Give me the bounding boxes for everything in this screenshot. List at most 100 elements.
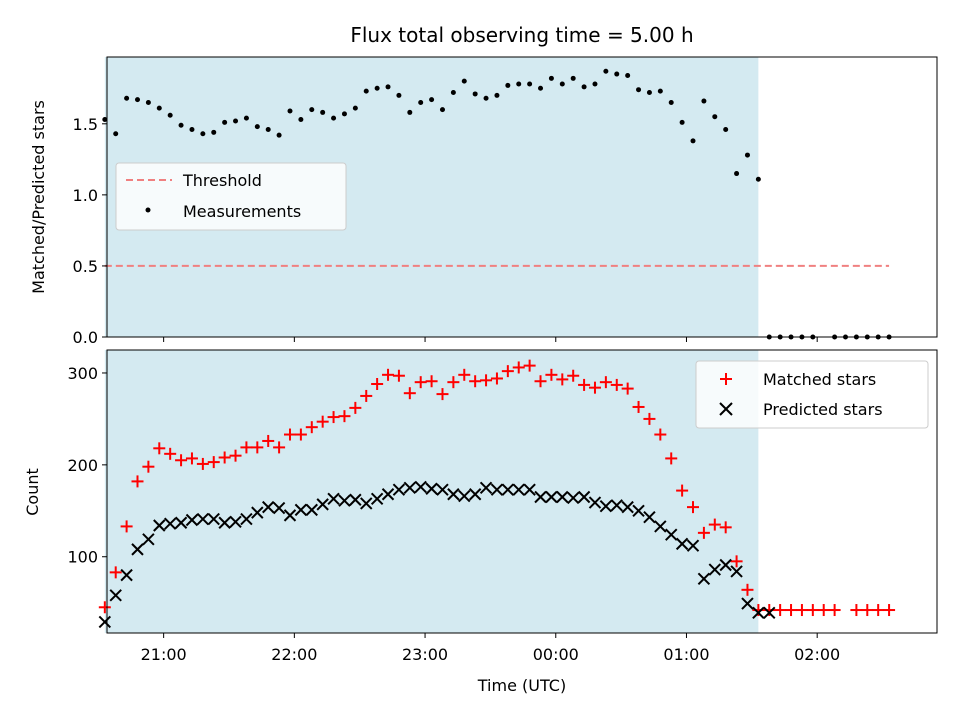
predicted-stars-point bbox=[316, 498, 329, 511]
measurements-point bbox=[625, 72, 631, 78]
measurements-legend-label: Measurements bbox=[183, 202, 301, 221]
measurements-point bbox=[559, 81, 565, 87]
measurements-point bbox=[450, 90, 456, 96]
predicted-stars-point bbox=[142, 533, 155, 546]
threshold-legend-label: Threshold bbox=[182, 171, 262, 190]
predicted-stars-point bbox=[556, 490, 569, 504]
top-legend-box bbox=[115, 162, 347, 231]
measurements-point bbox=[548, 75, 554, 81]
measurements-point bbox=[363, 88, 369, 94]
predicted-stars-point bbox=[654, 520, 667, 533]
measurements-point bbox=[592, 81, 598, 87]
measurements-point bbox=[167, 112, 173, 118]
measurements-point bbox=[429, 97, 435, 103]
predicted-stars-point bbox=[665, 528, 678, 541]
matched-stars-point bbox=[523, 359, 536, 372]
measurements-point bbox=[200, 131, 206, 137]
measurements-point bbox=[614, 71, 620, 77]
predicted-stars-point bbox=[381, 488, 395, 501]
matched-stars-point bbox=[708, 518, 721, 531]
measurements-point bbox=[734, 171, 740, 177]
predicted-stars-point bbox=[153, 519, 166, 532]
matched-stars-point bbox=[425, 375, 438, 388]
matched-stars-point bbox=[153, 442, 166, 455]
measurements-point bbox=[233, 118, 239, 124]
matched-stars-point bbox=[883, 604, 896, 617]
predicted-stars-legend-label: Predicted stars bbox=[763, 400, 883, 419]
matched-stars-point bbox=[98, 601, 111, 614]
measurements-point bbox=[636, 87, 642, 93]
matched-stars-point bbox=[697, 526, 710, 539]
predicted-stars-point bbox=[414, 480, 427, 494]
measurements-point bbox=[570, 75, 576, 81]
x-tick-label: 21:00 bbox=[141, 645, 187, 664]
predicted-stars-point bbox=[752, 606, 765, 619]
matched-stars-point bbox=[436, 388, 449, 401]
predicted-stars-point bbox=[447, 488, 460, 501]
measurements-point bbox=[679, 119, 685, 125]
matched-stars-point bbox=[458, 368, 471, 381]
predicted-stars-point bbox=[643, 511, 656, 524]
matched-stars-point bbox=[599, 376, 612, 389]
matched-stars-point bbox=[578, 378, 591, 391]
bottom-y-ticks: 100 200 300 bbox=[67, 364, 107, 567]
measurements-point bbox=[418, 99, 424, 105]
matched-stars-point bbox=[730, 555, 743, 568]
predicted-stars-point bbox=[523, 483, 536, 496]
top-panel: 0.0 0.5 1.0 1.5 Matched/Predicted stars Thr… bbox=[29, 56, 938, 347]
matched-stars-point bbox=[795, 604, 808, 617]
measurements-point bbox=[472, 91, 478, 97]
measurements-point bbox=[646, 90, 652, 96]
predicted-stars-point bbox=[305, 503, 318, 517]
measurements-point bbox=[385, 84, 391, 90]
top-legend: Threshold Measurements bbox=[115, 162, 347, 231]
predicted-stars-point bbox=[251, 506, 264, 519]
measurements-point bbox=[222, 119, 228, 125]
matched-stars-point bbox=[229, 449, 242, 462]
predicted-stars-point bbox=[599, 499, 613, 513]
top-axes-frame bbox=[106, 56, 938, 338]
predicted-stars-point bbox=[479, 481, 493, 495]
predicted-stars-point bbox=[207, 512, 220, 526]
bottom-y-axis-label: Count bbox=[23, 468, 42, 516]
x-tick-label: 00:00 bbox=[533, 645, 579, 664]
measurements-point bbox=[755, 176, 761, 182]
predicted-stars-legend-swatch bbox=[719, 402, 733, 416]
measurements-point bbox=[603, 68, 609, 74]
matched-stars-point bbox=[349, 401, 362, 414]
measurements-point bbox=[538, 85, 544, 91]
measurements-point bbox=[178, 122, 184, 128]
predicted-stars-point bbox=[360, 497, 373, 510]
matched-stars-point bbox=[196, 457, 209, 470]
measurements-point bbox=[189, 126, 195, 132]
matched-stars-point bbox=[403, 387, 416, 400]
y-tick-label: 200 bbox=[67, 456, 98, 475]
predicted-stars-point bbox=[534, 490, 547, 504]
y-tick-label: 0.5 bbox=[73, 257, 98, 276]
measurements-point bbox=[657, 88, 663, 94]
matched-stars-point bbox=[872, 604, 885, 617]
bottom-panel: 100 200 300 21:00 22:00 23:00 00:00 01:00 02:00… bbox=[23, 349, 938, 664]
measurements-point bbox=[581, 84, 587, 90]
predicted-stars-point bbox=[163, 517, 177, 530]
matched-stars-point bbox=[164, 447, 177, 460]
predicted-stars-point bbox=[196, 512, 210, 526]
measurements-point bbox=[124, 95, 130, 101]
measurements-point bbox=[331, 115, 337, 121]
predicted-stars-point bbox=[458, 489, 471, 503]
matched-stars-point bbox=[665, 452, 678, 465]
matched-stars-point bbox=[142, 460, 155, 473]
y-tick-label: 100 bbox=[67, 548, 98, 567]
measurements-point bbox=[276, 132, 282, 138]
matched-stars-point bbox=[251, 441, 264, 454]
measurements-point bbox=[102, 117, 108, 123]
matched-stars-point bbox=[785, 604, 798, 617]
measurements-point bbox=[505, 82, 511, 88]
matched-stars-point bbox=[490, 372, 503, 385]
predicted-stars-point bbox=[120, 568, 133, 582]
matched-stars-point bbox=[567, 369, 580, 382]
matched-stars-point bbox=[447, 376, 460, 389]
y-tick-label: 0.0 bbox=[73, 328, 98, 347]
y-tick-label: 1.0 bbox=[73, 186, 98, 205]
matched-stars-point bbox=[719, 521, 732, 534]
